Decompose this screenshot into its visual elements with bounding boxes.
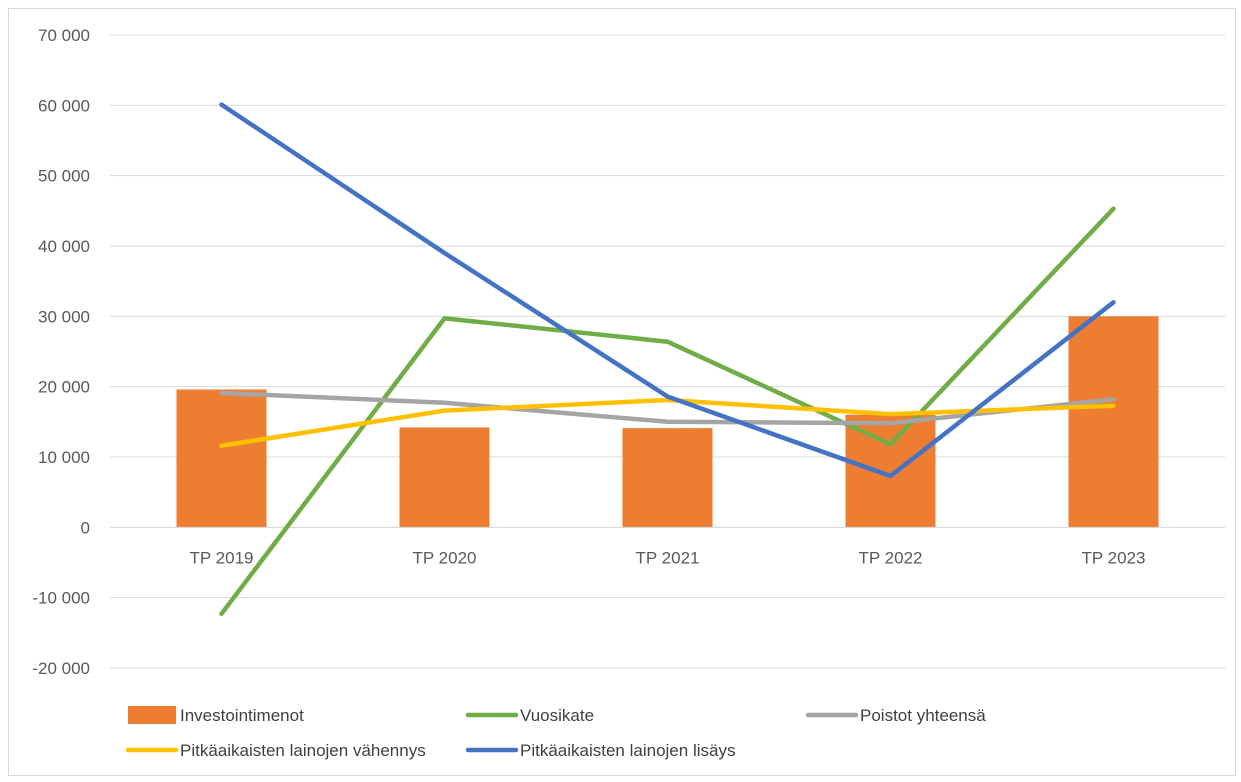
bar bbox=[399, 427, 490, 528]
y-tick-label: 50 000 bbox=[38, 167, 90, 186]
x-tick-label: TP 2020 bbox=[413, 548, 477, 567]
y-tick-label: 30 000 bbox=[38, 307, 90, 326]
legend-swatch bbox=[128, 706, 176, 724]
x-tick-label: TP 2023 bbox=[1082, 548, 1146, 567]
legend-label: Pitkäaikaisten lainojen lisäys bbox=[520, 741, 735, 760]
legend-label: Vuosikate bbox=[520, 706, 594, 725]
legend: Investointimenot Vuosikate Poistot yhteens… bbox=[125, 706, 986, 760]
y-tick-label: -10 000 bbox=[32, 589, 90, 608]
legend-label: Pitkäaikaisten lainojen vähennys bbox=[180, 741, 426, 760]
bar bbox=[845, 414, 936, 528]
x-tick-label: TP 2019 bbox=[190, 548, 254, 567]
bar bbox=[176, 389, 267, 528]
x-axis: TP 2019 TP 2020 TP 2021 TP 2022 TP 2023 bbox=[110, 526, 1225, 567]
y-tick-label: 20 000 bbox=[38, 378, 90, 397]
legend-label: Poistot yhteensä bbox=[860, 706, 986, 725]
line-series bbox=[219, 102, 1116, 617]
y-tick-label: 70 000 bbox=[38, 26, 90, 45]
bar bbox=[622, 428, 713, 528]
y-tick-label: 40 000 bbox=[38, 237, 90, 256]
series-line bbox=[219, 397, 1116, 448]
series-line bbox=[219, 102, 1116, 479]
y-tick-label: 0 bbox=[81, 518, 90, 537]
x-tick-label: TP 2021 bbox=[636, 548, 700, 567]
y-tick-label: 10 000 bbox=[38, 448, 90, 467]
series-line bbox=[219, 206, 1116, 617]
legend-label: Investointimenot bbox=[180, 706, 304, 725]
y-tick-label: 60 000 bbox=[38, 96, 90, 115]
y-tick-label: -20 000 bbox=[32, 659, 90, 678]
series-line bbox=[219, 390, 1116, 426]
gridlines bbox=[110, 34, 1225, 669]
bar-series bbox=[176, 316, 1159, 528]
bar bbox=[1068, 316, 1159, 528]
x-tick-label: TP 2022 bbox=[859, 548, 923, 567]
y-axis: -20 000 -10 000 0 10 000 20 000 30 000 40 000 5… bbox=[32, 26, 90, 678]
